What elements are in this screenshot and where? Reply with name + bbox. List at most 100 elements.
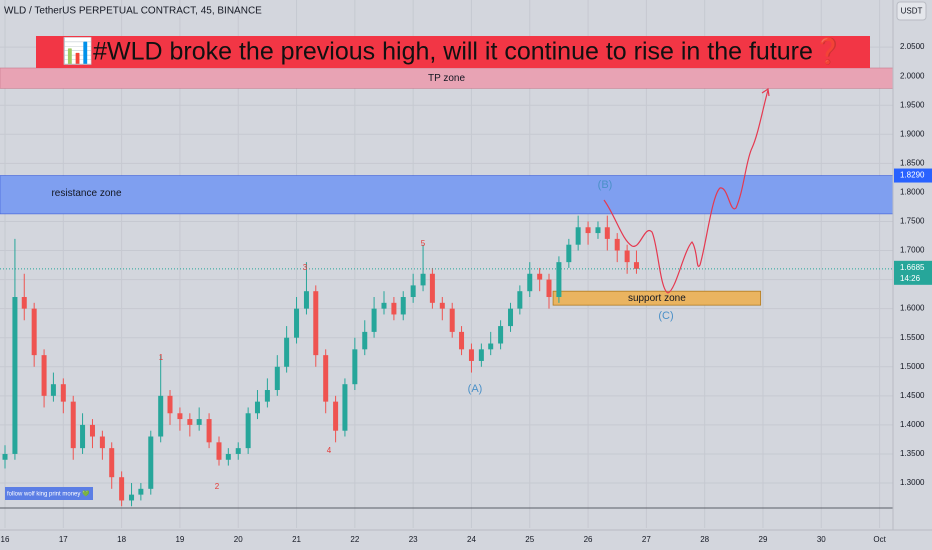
y-tick-label: 1.9000: [900, 129, 925, 138]
candle-body: [129, 494, 135, 501]
candle-body: [80, 424, 86, 449]
wave-label: (A): [468, 383, 483, 395]
candle-body: [235, 448, 241, 454]
wave-labels: 1 2 3 4 5 (A) (B) (C): [159, 179, 674, 491]
zones: TP zone resistance zone support zone: [0, 67, 894, 306]
candle-body: [604, 227, 610, 239]
y-tick-label: 1.5500: [900, 333, 925, 342]
price-tag: [894, 168, 932, 183]
wave-label: 1: [159, 353, 164, 362]
candle-body: [31, 308, 37, 356]
headline-banner: [36, 36, 870, 68]
candle-body: [537, 273, 543, 280]
candle-body: [624, 250, 630, 263]
wave-label: 2: [215, 482, 220, 491]
candle-body: [254, 401, 260, 414]
candle-body: [216, 442, 222, 460]
currency-button[interactable]: [896, 1, 927, 21]
candle-body: [245, 413, 251, 449]
x-tick-label: 26: [584, 535, 593, 544]
y-tick-label: 1.7500: [900, 217, 925, 226]
x-tick-label: 22: [350, 535, 359, 544]
candle-body: [2, 453, 8, 460]
candle-body: [119, 477, 125, 501]
y-tick-label: 2.0500: [900, 42, 925, 51]
candle-body: [333, 401, 339, 431]
candle-body: [508, 308, 514, 327]
candle-body: [449, 308, 455, 332]
candle-body: [225, 453, 231, 460]
projection-arrow: [761, 87, 770, 97]
y-tick-label: 1.6000: [900, 304, 925, 313]
x-tick-label: 23: [409, 535, 418, 544]
headline: 📊#WLD broke the previous high, will it c…: [62, 37, 844, 66]
candle-body: [99, 436, 105, 449]
x-tick-label: 18: [117, 535, 126, 544]
y-tick-label: 1.7000: [900, 246, 925, 255]
y-tick-label: 1.5000: [900, 362, 925, 371]
candle-body: [527, 273, 533, 292]
candle-body: [352, 349, 358, 385]
zone-label: TP zone: [428, 73, 465, 84]
projection-path: [603, 89, 769, 294]
candle-body: [21, 297, 27, 309]
x-tick-label: 28: [700, 535, 709, 544]
candle-body: [109, 448, 115, 478]
watermark-box: [5, 487, 93, 500]
x-tick-label: 17: [59, 535, 68, 544]
zone-label: support zone: [628, 293, 686, 304]
candle-body: [313, 291, 319, 356]
candle-body: [585, 227, 591, 234]
wave-label: (C): [658, 310, 673, 322]
candle-body: [323, 355, 329, 402]
candle-body: [566, 244, 572, 263]
wave-label: (B): [598, 179, 613, 191]
x-tick-label: 16: [1, 535, 10, 544]
price-tag-label: 1.8290: [900, 171, 925, 180]
candle-body: [420, 273, 426, 286]
candle-body: [488, 343, 494, 350]
wave-label: 5: [421, 239, 426, 248]
candle-body: [391, 302, 397, 315]
candle-body: [303, 291, 309, 309]
candle-body: [633, 262, 639, 269]
candle-body: [575, 227, 581, 245]
y-tick-label: 1.4500: [900, 391, 925, 400]
candle-body: [556, 262, 562, 298]
candles: [0, 215, 893, 507]
candle-body: [89, 424, 95, 437]
zone-label: resistance zone: [51, 188, 121, 199]
candle-body: [468, 349, 474, 361]
candle-body: [206, 419, 212, 443]
y-tick-label: 1.3500: [900, 449, 925, 458]
candle-body: [196, 419, 202, 425]
x-tick-label: 27: [642, 535, 651, 544]
candle-body: [517, 291, 523, 309]
zone: [0, 175, 894, 215]
candle-body: [12, 297, 18, 454]
y-tick-label: 1.8500: [900, 158, 925, 167]
candle-body: [138, 488, 144, 495]
candle-body: [498, 326, 504, 344]
zone: [552, 290, 762, 306]
x-tick-label: 19: [175, 535, 184, 544]
candle-body: [400, 297, 406, 315]
countdown: 14:26: [900, 274, 921, 283]
x-tick-label: 25: [525, 535, 534, 544]
candle-body: [187, 419, 193, 425]
candle-body: [167, 395, 173, 414]
candle-body: [284, 337, 290, 367]
candle-body: [429, 273, 435, 303]
y-tick-label: 1.9500: [900, 100, 925, 109]
candle-body: [410, 285, 416, 298]
candle-body: [274, 366, 280, 391]
last-price-label: 1.6685: [900, 263, 925, 272]
y-tick-label: 1.8000: [900, 188, 925, 197]
last-price-tag: [894, 260, 932, 285]
candle-body: [362, 331, 368, 350]
candle-body: [264, 390, 270, 402]
x-tick-label: 30: [817, 535, 826, 544]
candle-body: [371, 308, 377, 332]
candle-body: [41, 355, 47, 396]
